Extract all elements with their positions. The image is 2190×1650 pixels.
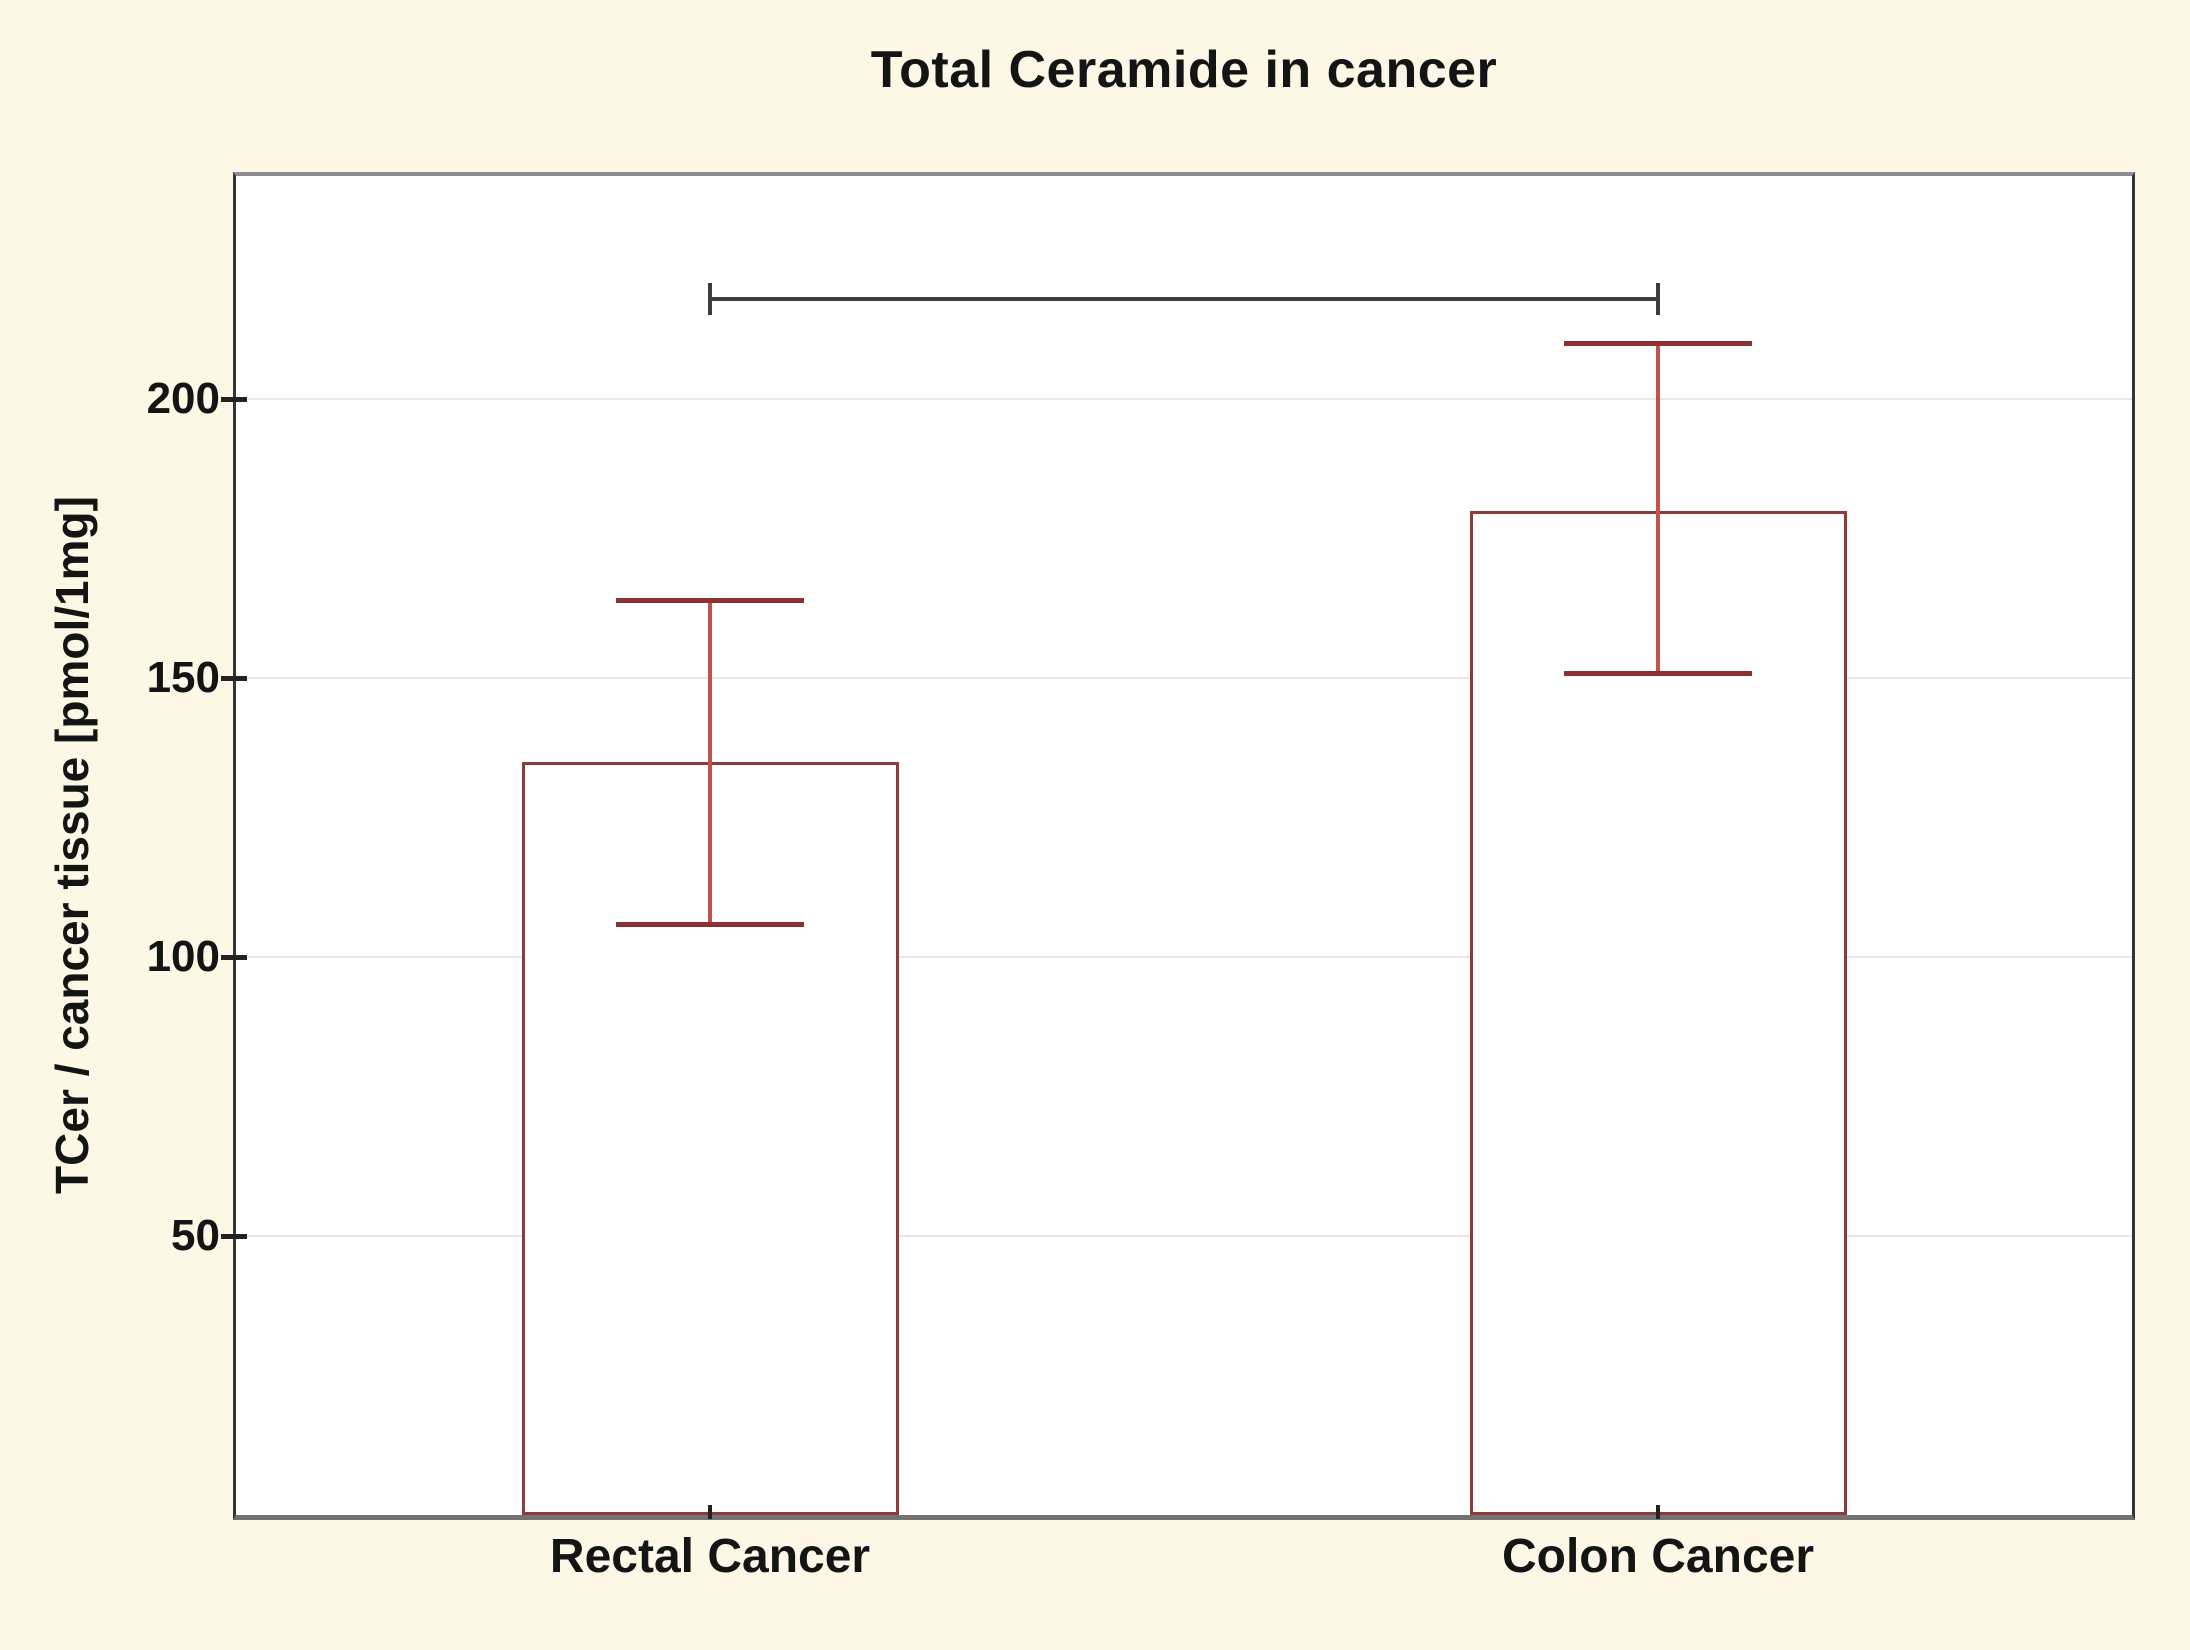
- x-axis-label-rectal-cancer: Rectal Cancer: [549, 1530, 871, 1583]
- y-tick-mark-100: [221, 955, 247, 960]
- y-tick-label-100: 100: [146, 932, 220, 981]
- y-tick-mark-200: [221, 397, 247, 402]
- y-tick-label-200: 200: [146, 374, 220, 423]
- gridline-200: [236, 398, 2132, 400]
- x-axis-label-colon-cancer: Colon Cancer: [1501, 1530, 1815, 1583]
- error-bar-cap-low-colon-cancer: [1564, 671, 1752, 676]
- bar-colon-cancer: [1470, 511, 1847, 1515]
- error-bar-cap-high-rectal-cancer: [616, 598, 804, 603]
- y-tick-label-150: 150: [146, 653, 220, 702]
- error-bar-cap-high-colon-cancer: [1564, 341, 1752, 346]
- significance-bracket-tick-right: [1656, 283, 1660, 315]
- gridline-150: [236, 677, 2132, 679]
- y-tick-mark-50: [221, 1234, 247, 1239]
- gridline-50: [236, 1235, 2132, 1237]
- x-tick-mark-rectal-cancer: [708, 1505, 712, 1519]
- significance-bracket-line: [710, 297, 1658, 301]
- y-tick-label-50: 50: [171, 1211, 220, 1260]
- y-axis-label: TCer / cancer tissue [pmol/1mg]: [46, 496, 98, 1194]
- error-bar-line-rectal-cancer: [708, 600, 712, 924]
- x-tick-mark-colon-cancer: [1656, 1505, 1660, 1519]
- plot-area: [233, 172, 2135, 1520]
- significance-bracket-tick-left: [708, 283, 712, 315]
- error-bar-cap-low-rectal-cancer: [616, 922, 804, 927]
- error-bar-line-colon-cancer: [1656, 343, 1660, 672]
- gridline-100: [236, 956, 2132, 958]
- y-tick-mark-150: [221, 676, 247, 681]
- chart-title: Total Ceramide in cancer: [870, 41, 1498, 99]
